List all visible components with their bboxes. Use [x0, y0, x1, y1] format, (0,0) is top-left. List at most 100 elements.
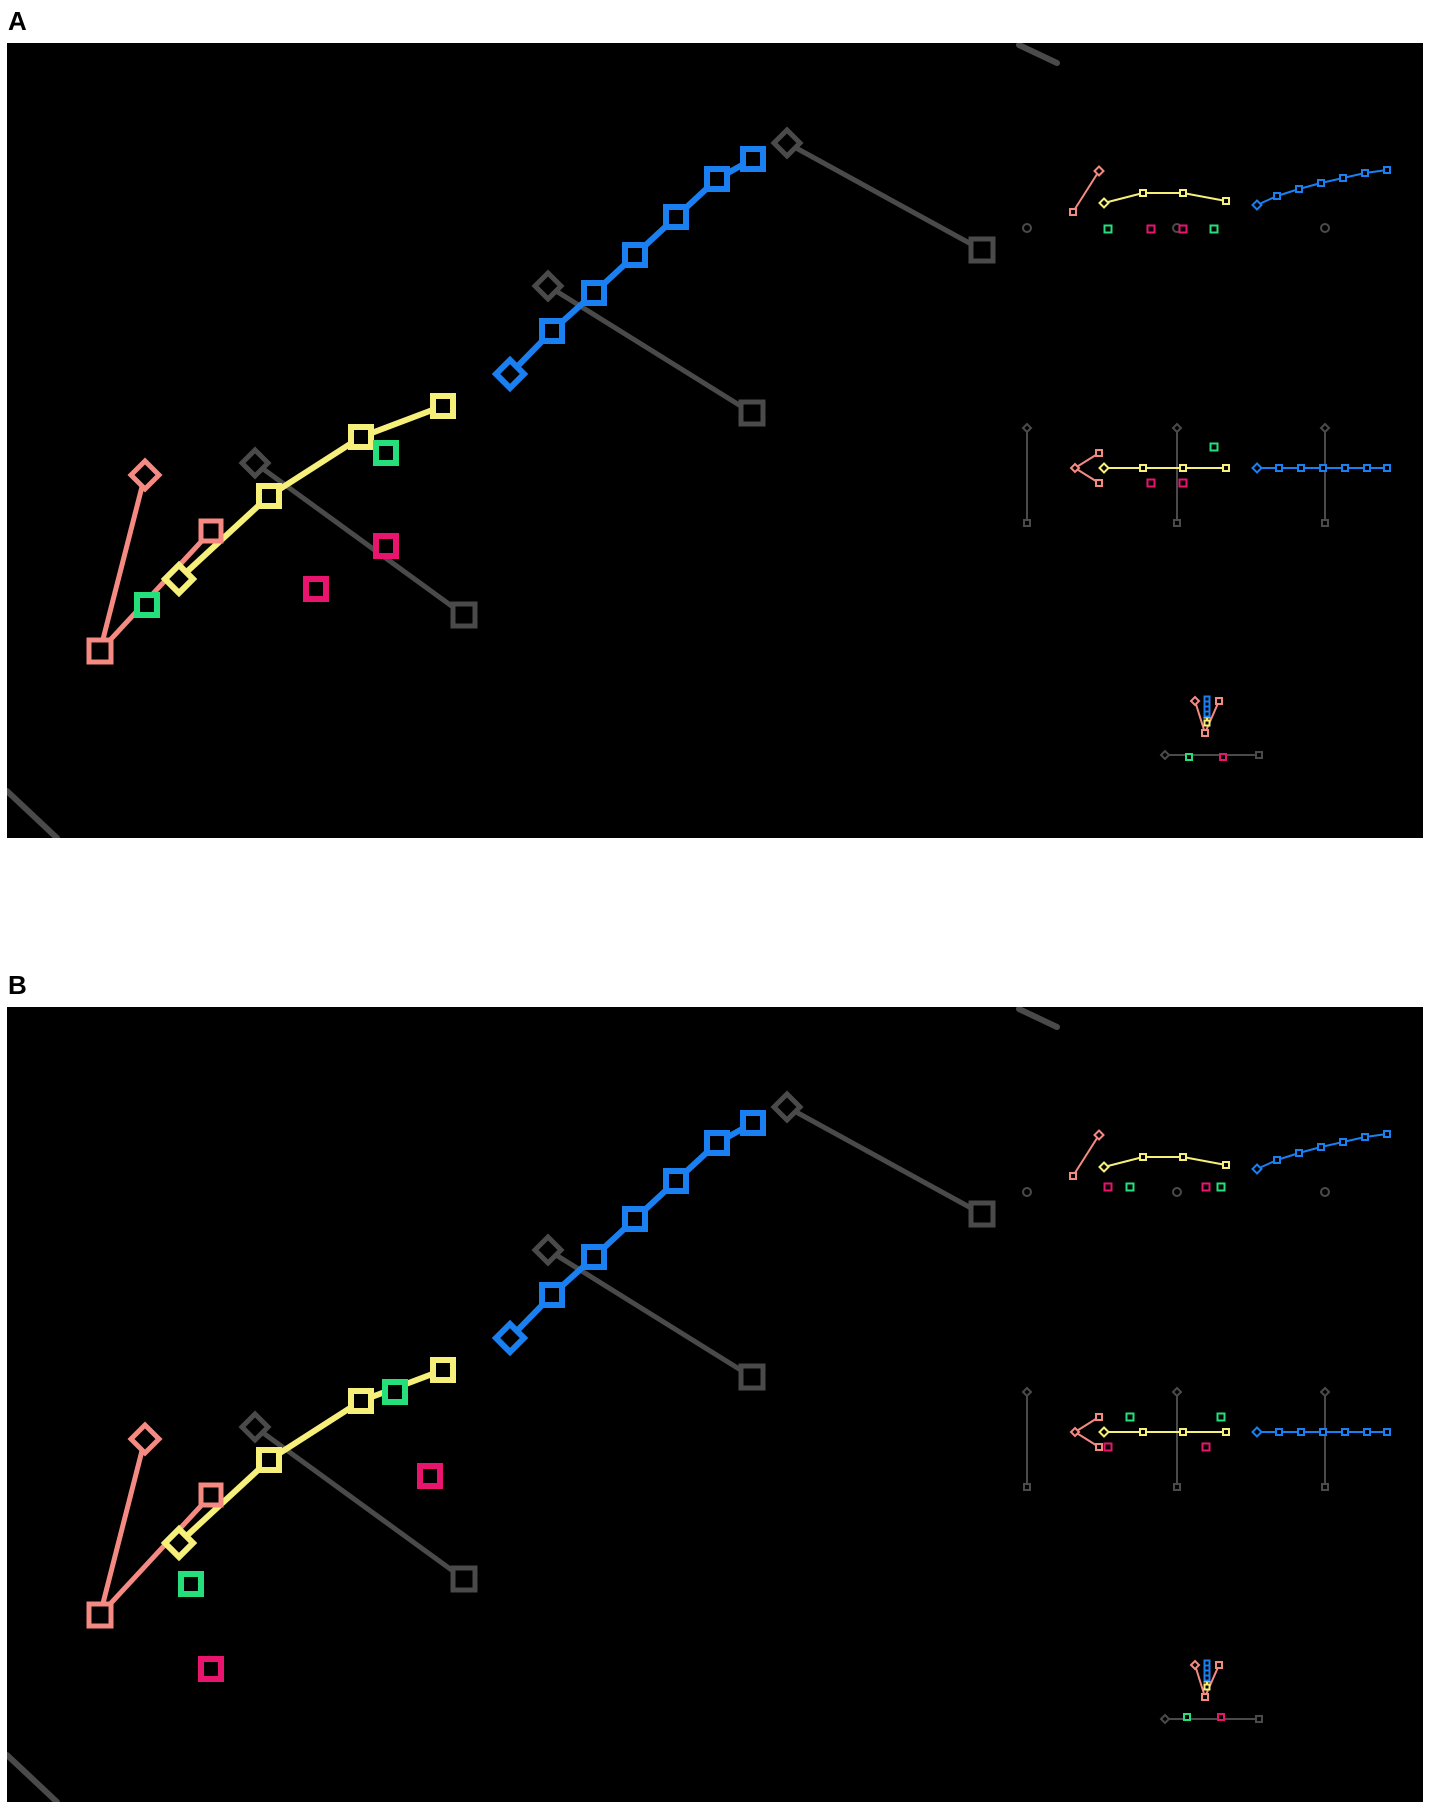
yellow-chain-marker [430, 1357, 456, 1383]
salmon-marker [1069, 1426, 1081, 1438]
gray-axis-line [252, 460, 467, 618]
gray-axis-marker [1173, 519, 1181, 527]
blue-chain-marker [1341, 464, 1349, 472]
blue-chain-marker [1275, 464, 1283, 472]
gray-axis-line [784, 140, 985, 253]
panel-a-render [7, 43, 1423, 838]
yellow-chain-start-marker [160, 1524, 198, 1562]
blue-chain-marker [1251, 199, 1263, 211]
green-marker [178, 1571, 204, 1597]
green-marker [1185, 753, 1193, 761]
gray-point-marker [1172, 1187, 1182, 1197]
blue-chain-marker [539, 318, 565, 344]
gray-point-marker [1022, 223, 1032, 233]
blue-chain-marker [1339, 174, 1347, 182]
horizon-edges [7, 43, 1060, 838]
green-marker [1125, 1412, 1135, 1422]
blue-chain-marker [1297, 464, 1305, 472]
yellow-chain-line [176, 403, 445, 582]
gray-axis-start-marker [770, 1090, 804, 1124]
gray-axis-marker [1159, 749, 1171, 761]
salmon-line [1194, 700, 1206, 734]
salmon-marker [1215, 1661, 1223, 1669]
yellow-chain-marker [1222, 1428, 1230, 1436]
salmon-marker [1093, 165, 1105, 177]
blue-chain-marker [1383, 1428, 1391, 1436]
gray-axis-marker [1159, 1713, 1171, 1725]
salmon-origin-marker [86, 637, 114, 665]
blue-chain-marker [1383, 1130, 1391, 1138]
green-marker [1216, 1412, 1226, 1422]
green-marker [1125, 1182, 1135, 1192]
yellow-chain-marker [1203, 719, 1211, 727]
blue-chain-marker [663, 1168, 689, 1194]
gray-point-marker [1320, 223, 1330, 233]
salmon-line [98, 529, 213, 653]
gray-axis-marker [1255, 751, 1263, 759]
yellow-chain-marker [1098, 1426, 1110, 1438]
salmon-marker [1095, 449, 1103, 457]
gray-axis-marker [1255, 1715, 1263, 1723]
blue-chain-marker [704, 1130, 730, 1156]
blue-chain-marker [1273, 192, 1281, 200]
gray-axis-end-marker [450, 601, 478, 629]
gray-axis-marker [1171, 422, 1183, 434]
magenta-marker [1146, 224, 1156, 234]
gray-point-marker [1320, 1187, 1330, 1197]
blue-chain-marker [1339, 1138, 1347, 1146]
inset-top-view [1021, 1386, 1391, 1491]
gray-axis-line [252, 1424, 467, 1582]
salmon-line [1072, 1134, 1100, 1177]
blue-chain-marker [622, 1206, 648, 1232]
green-marker [1209, 224, 1219, 234]
green-marker [134, 592, 160, 618]
inset-front-view [1022, 165, 1391, 234]
gray-axis-start-marker [531, 269, 565, 303]
salmon-marker [1093, 1129, 1105, 1141]
blue-chain-marker [1361, 169, 1369, 177]
magenta-marker [1201, 1442, 1211, 1452]
salmon-end-marker [198, 1482, 224, 1508]
gray-axis-start-marker [238, 446, 272, 480]
yellow-chain-marker [1179, 189, 1187, 197]
inset-front-view [1022, 1129, 1391, 1197]
top-edge-stroke [1016, 43, 1060, 66]
blue-chain-marker [1251, 462, 1263, 474]
blue-chain-marker [1295, 185, 1303, 193]
blue-chain-marker [581, 1244, 607, 1270]
blue-chain-marker [1319, 1428, 1327, 1436]
blue-chain-marker [1203, 1674, 1211, 1682]
scene-canvas [7, 43, 1391, 838]
salmon-marker [1069, 462, 1081, 474]
main-view [86, 1090, 996, 1682]
yellow-chain-start-marker [160, 560, 198, 598]
salmon-origin-marker [86, 1601, 114, 1629]
salmon-marker [1095, 1413, 1103, 1421]
salmon-marker [1095, 479, 1103, 487]
blue-chain-start-marker [491, 1319, 529, 1357]
main-view [86, 126, 996, 665]
yellow-chain-marker [1098, 1161, 1110, 1173]
blue-chain-marker [539, 1282, 565, 1308]
salmon-marker [1095, 1443, 1103, 1451]
gray-axis-end-marker [738, 399, 766, 427]
gray-axis-marker [1023, 1483, 1031, 1491]
gray-axis-start-marker [531, 1233, 565, 1267]
gray-axis-end-marker [968, 236, 996, 264]
inset-top-view [1021, 422, 1391, 527]
gray-axis-end-marker [968, 1200, 996, 1228]
horizon-edges [7, 1007, 1060, 1802]
magenta-marker [1219, 753, 1227, 761]
magenta-marker [1201, 1182, 1211, 1192]
yellow-chain-marker [256, 1447, 282, 1473]
yellow-chain-marker [1222, 1161, 1230, 1169]
gray-axis-marker [1021, 1386, 1033, 1398]
gray-axis-marker [1023, 519, 1031, 527]
yellow-chain-marker [1139, 189, 1147, 197]
bottom-edge-stroke [7, 788, 60, 838]
magenta-marker [373, 533, 399, 559]
blue-chain-marker [1319, 464, 1327, 472]
yellow-chain-marker [1179, 1153, 1187, 1161]
salmon-marker [1069, 1172, 1077, 1180]
salmon-marker [1069, 208, 1077, 216]
